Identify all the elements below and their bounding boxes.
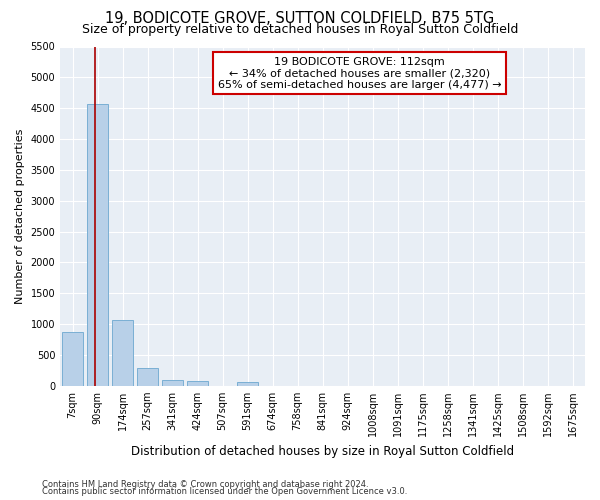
Bar xyxy=(237,382,258,386)
Bar xyxy=(137,368,158,386)
Text: Contains public sector information licensed under the Open Government Licence v3: Contains public sector information licen… xyxy=(42,487,407,496)
Bar xyxy=(112,320,133,386)
Bar xyxy=(62,332,83,386)
Bar xyxy=(187,381,208,386)
Bar xyxy=(87,104,108,386)
Bar xyxy=(162,380,183,386)
Text: Contains HM Land Registry data © Crown copyright and database right 2024.: Contains HM Land Registry data © Crown c… xyxy=(42,480,368,489)
Y-axis label: Number of detached properties: Number of detached properties xyxy=(15,128,25,304)
Text: 19, BODICOTE GROVE, SUTTON COLDFIELD, B75 5TG: 19, BODICOTE GROVE, SUTTON COLDFIELD, B7… xyxy=(106,11,494,26)
X-axis label: Distribution of detached houses by size in Royal Sutton Coldfield: Distribution of detached houses by size … xyxy=(131,444,514,458)
Text: 19 BODICOTE GROVE: 112sqm
← 34% of detached houses are smaller (2,320)
65% of se: 19 BODICOTE GROVE: 112sqm ← 34% of detac… xyxy=(218,56,501,90)
Text: Size of property relative to detached houses in Royal Sutton Coldfield: Size of property relative to detached ho… xyxy=(82,22,518,36)
